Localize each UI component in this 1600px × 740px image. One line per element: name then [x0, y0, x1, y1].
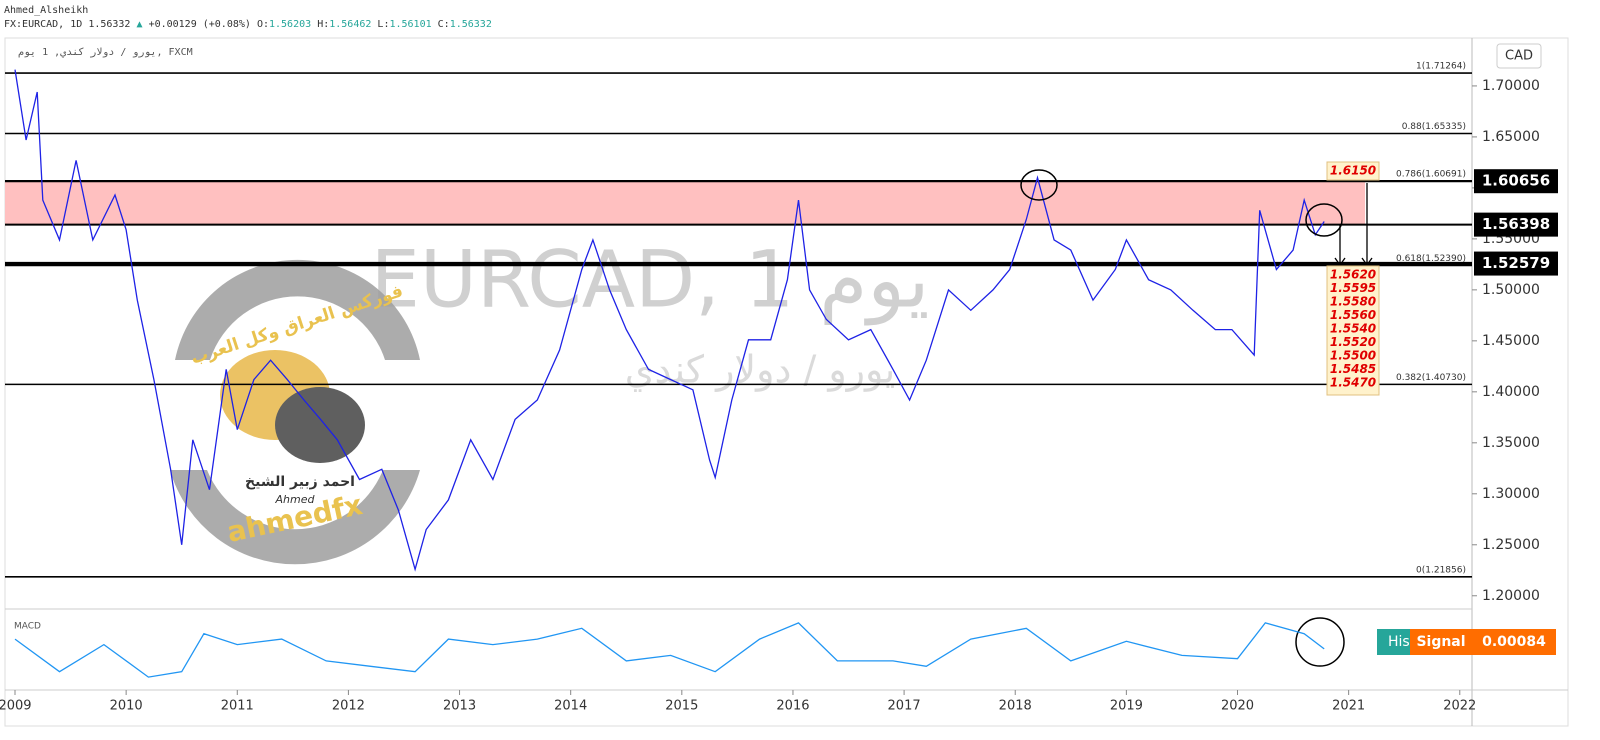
y-tick-label: 1.20000: [1482, 588, 1540, 604]
target-label: 1.5470: [1330, 376, 1376, 390]
y-tick-label: 1.50000: [1482, 282, 1540, 298]
target-label: 1.5560: [1330, 308, 1376, 322]
plot: 1(1.71264) 0.88(1.65335) 0.786(1.60691) 0.6…: [5, 62, 1472, 578]
level-box: [1474, 212, 1558, 237]
x-tick-label: 2016: [776, 699, 809, 714]
level-label: 1.60656: [1482, 172, 1550, 190]
arrows: [1334, 183, 1373, 267]
hist-box: [1377, 629, 1411, 655]
signal-label: Signal: [1416, 634, 1465, 650]
target-label: 1.5620: [1330, 268, 1376, 282]
x-tick-label: 2012: [332, 699, 365, 714]
logo-arc-top: [175, 259, 420, 360]
circle-annotation: [1305, 203, 1343, 237]
level-label: 1.56398: [1482, 215, 1550, 233]
logo-bear: [275, 387, 365, 463]
macd-line: [14, 622, 1325, 678]
zone-layer: [5, 181, 1365, 225]
logo-text: Ahmed: [275, 493, 316, 506]
target-label: 1.5485: [1330, 362, 1376, 376]
currency-label: CAD: [1505, 49, 1533, 64]
ohlc-value: 1.56203: [269, 19, 312, 30]
watermark-sub: يورو / دولار كندي: [625, 348, 896, 393]
target-top: 1.6150: [1330, 164, 1376, 178]
arrow: [1361, 183, 1373, 267]
arrow: [1334, 225, 1346, 267]
symbol-line: FX:EURCAD, 1D 1.56332 ▲ +0.00129 (+0.08%…: [4, 18, 492, 32]
x-tick-label: 2019: [1110, 699, 1143, 714]
price-line: [14, 69, 1325, 572]
level-box: [1474, 251, 1558, 276]
y-tick-label: 1.30000: [1482, 486, 1540, 502]
target-label: 1.5520: [1330, 335, 1376, 349]
y-tick-label: 1.25000: [1482, 537, 1540, 553]
ohlc-label: C:: [437, 19, 450, 30]
ohlc-label: L:: [377, 19, 390, 30]
macd-label: MACD: [14, 622, 41, 632]
fib-label: 0.618(1.52390): [1396, 254, 1466, 264]
fib-label: 0(1.21856): [1416, 565, 1466, 575]
x-tick-label: 2009: [0, 699, 32, 714]
fib-label: 0.786(1.60691): [1396, 169, 1466, 179]
target-label: 1.5580: [1330, 295, 1376, 309]
watermark: EURCAD, 1 يوم: [371, 235, 930, 326]
ohlc-value: 1.56332: [449, 19, 492, 30]
header: Ahmed_Alsheikh FX:EURCAD, 1D 1.56332 ▲ +…: [4, 4, 492, 32]
x-tick-label: 2014: [554, 699, 587, 714]
x-tick-label: 2021: [1332, 699, 1365, 714]
x-tick-label: 2011: [221, 699, 254, 714]
hist-label: His: [1388, 634, 1410, 650]
fib-label: 0.88(1.65335): [1402, 122, 1466, 132]
level-label: 1.52579: [1482, 254, 1550, 272]
signal-box: [1410, 629, 1472, 655]
ohlc-value: 1.56462: [329, 19, 372, 30]
circle-annotation: [1295, 617, 1345, 667]
targets-box: [1326, 265, 1380, 396]
y-tick-label: 1.35000: [1482, 435, 1540, 451]
target-label: 1.5500: [1330, 349, 1376, 363]
up-icon: ▲: [136, 19, 143, 30]
target-label: 1.5595: [1330, 281, 1376, 295]
last-price: 1.56332: [88, 19, 131, 30]
fib-label: 0.382(1.40730): [1396, 373, 1466, 383]
y-tick-label: 1.45000: [1482, 333, 1540, 349]
currency-button[interactable]: [1496, 43, 1542, 69]
target-box: [1326, 161, 1380, 181]
zone: [5, 181, 1365, 225]
user: Ahmed_Alsheikh: [4, 5, 89, 16]
x-tick-label: 2015: [665, 699, 698, 714]
ohlc-value: 1.56101: [389, 19, 432, 30]
level-box: [1474, 169, 1558, 194]
x-tick-label: 2018: [999, 699, 1032, 714]
target-label: 1.5540: [1330, 322, 1376, 336]
ohlc-label: H:: [317, 19, 330, 30]
ohlc-label: O:: [256, 19, 269, 30]
y-tick-label: 1.65000: [1482, 129, 1540, 145]
frame: [4, 37, 1569, 727]
x-tick-label: 2010: [110, 699, 143, 714]
x-tick-label: 2022: [1443, 699, 1476, 714]
x-tick-label: 2013: [443, 699, 476, 714]
y-tick-label: 1.40000: [1482, 384, 1540, 400]
y-tick-label: 1.70000: [1482, 78, 1540, 94]
fib-label: 1(1.71264): [1416, 62, 1466, 72]
logo-text: احمد زبير الشيخ: [245, 474, 355, 490]
circle-annotation: [1020, 169, 1058, 201]
signal-value-box: [1472, 629, 1556, 655]
x-tick-label: 2017: [888, 699, 921, 714]
logo-arc-bottom: [170, 470, 420, 565]
source-label: يورو / دولار كندي, 1 يوم, FXCM: [18, 47, 193, 58]
signal-value: 0.00084: [1482, 634, 1546, 650]
change: +0.00129 (+0.08%): [148, 19, 251, 30]
logo: [170, 259, 420, 565]
symbol: FX:EURCAD, 1D: [4, 19, 83, 30]
x-tick-label: 2020: [1221, 699, 1254, 714]
